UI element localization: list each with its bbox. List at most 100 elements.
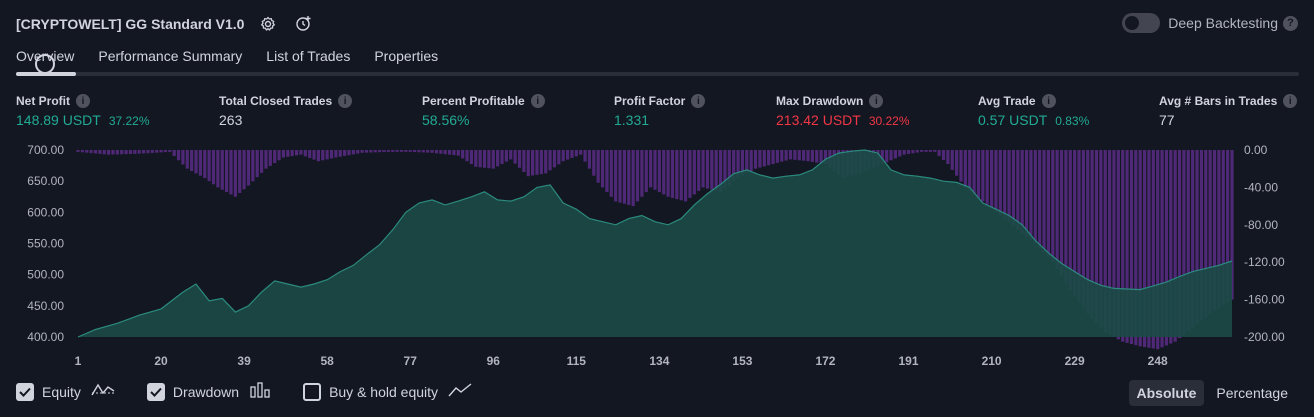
drawdown-bar [920, 150, 924, 152]
drawdown-bar [1007, 150, 1011, 223]
legend-label: Buy & hold equity [329, 383, 439, 400]
stat-profit-factor: Profit Factor i 1.331 [614, 93, 706, 128]
drawdown-bar [976, 150, 981, 198]
drawdown-bar [614, 150, 618, 202]
x-axis-tick: 248 [1148, 354, 1168, 368]
add-alert-icon[interactable] [294, 14, 314, 34]
drawdown-bar [653, 150, 657, 190]
equity-drawdown-chart[interactable]: 700.00 650.00 600.00 550.00 500.00 450.00 400.… [0, 140, 1314, 372]
right-axis-tick: -80.00 [1244, 218, 1278, 232]
drawdown-bar [1077, 150, 1081, 302]
legend-drawdown[interactable]: Drawdown [146, 382, 271, 401]
drawdown-bar [159, 150, 163, 153]
deep-backtesting-toggle[interactable] [1122, 13, 1161, 33]
equity-area [78, 150, 1232, 337]
drawdown-bar [1121, 150, 1125, 342]
drawdown-bar [1147, 150, 1151, 348]
drawdown-bar [941, 150, 946, 160]
buy-hold-checkbox[interactable] [303, 382, 322, 401]
drawdown-bar [141, 150, 146, 154]
drawdown-bar [955, 150, 959, 176]
drawdown-bar [176, 150, 181, 161]
drawdown-bar [1033, 150, 1037, 244]
drawdown-bar [1003, 150, 1007, 219]
tab-properties[interactable]: Properties [374, 48, 439, 64]
drawdown-bar [456, 150, 460, 156]
drawdown-bar [959, 150, 963, 182]
absolute-button[interactable]: Absolute [1128, 380, 1205, 406]
drawdown-bar [443, 150, 447, 155]
drawdown-bar [447, 150, 452, 155]
help-icon[interactable]: ? [1283, 15, 1298, 31]
drawdown-bar [600, 150, 605, 188]
drawdown-bar [627, 150, 631, 205]
drawdown-bar [570, 150, 574, 158]
drawdown-bar [1042, 150, 1046, 253]
drawdown-bar [762, 150, 766, 167]
drawdown-bar [1029, 150, 1033, 240]
drawdown-bar [155, 150, 159, 153]
drawdown-bar [1151, 150, 1155, 349]
right-axis-tick: -160.00 [1244, 293, 1285, 307]
info-icon[interactable]: i [530, 94, 545, 108]
drawdown-bar [1160, 150, 1164, 348]
mouse-cursor-ring [35, 54, 55, 74]
drawdown-checkbox[interactable] [146, 382, 165, 401]
drawdown-bar [399, 150, 404, 152]
drawdown-bar [565, 150, 570, 160]
drawdown-bar [207, 150, 211, 182]
drawdown-bar [1020, 150, 1024, 233]
drawdown-bar [238, 150, 242, 194]
drawdown-bar [190, 150, 194, 172]
equity-checkbox[interactable] [16, 382, 34, 401]
percentage-button[interactable]: Percentage [1216, 385, 1288, 401]
tab-list-of-trades[interactable]: List of Trades [266, 48, 351, 64]
tab-performance-summary[interactable]: Performance Summary [98, 48, 243, 64]
legend-label: Drawdown [172, 383, 240, 400]
drawdown-bar [1081, 150, 1085, 308]
drawdown-bar [718, 150, 723, 193]
info-icon[interactable]: i [76, 94, 90, 108]
drawdown-bar [1064, 150, 1068, 284]
info-icon[interactable]: i [1041, 94, 1056, 108]
drawdown-bar [810, 150, 814, 162]
legend-equity[interactable]: Equity [16, 382, 115, 401]
drawdown-bar [426, 150, 430, 153]
drawdown-bar [487, 150, 491, 169]
stat-label: Avg # Bars in Trades [1159, 94, 1278, 108]
drawdown-bar [635, 150, 640, 202]
drawdown-bar [321, 150, 325, 161]
legend-label: Equity [42, 383, 81, 400]
drawdown-bar [1073, 150, 1077, 297]
stat-percent: 30.22% [868, 114, 910, 128]
drawdown-bar [439, 150, 443, 154]
right-axis-tick: -200.00 [1244, 330, 1285, 344]
settings-icon[interactable] [258, 14, 278, 34]
drawdown-bar [482, 150, 487, 168]
info-icon[interactable]: i [338, 94, 353, 108]
x-axis-tick: 134 [649, 354, 669, 368]
info-icon[interactable]: i [1283, 94, 1298, 108]
stat-avg-trade: Avg Trade i 0.57 USDT 0.83% [978, 93, 1089, 128]
info-icon[interactable]: i [869, 94, 884, 108]
drawdown-bar [972, 150, 976, 195]
drawdown-bar [823, 150, 828, 165]
drawdown-bar [1055, 150, 1059, 270]
drawdown-bar [316, 150, 321, 162]
info-icon[interactable]: i [691, 94, 706, 108]
drawdown-bar [710, 150, 714, 190]
drawdown-bar [561, 150, 565, 162]
stat-percent-profitable: Percent Profitable i 58.56% [422, 93, 545, 128]
left-axis-tick: 400.00 [27, 330, 64, 344]
stat-value: 77 [1159, 112, 1175, 128]
drawdown-bar [351, 150, 355, 155]
drawdown-bar [657, 150, 661, 193]
strategy-header: [CRYPTOWELT] GG Standard V1.0 [16, 13, 314, 35]
drawdown-bar [596, 150, 600, 183]
stat-avg-bars: Avg # Bars in Trades i 77 [1159, 93, 1298, 128]
legend-buy-hold[interactable]: Buy & hold equity [303, 382, 472, 401]
drawdown-bar [242, 150, 246, 190]
drawdown-bar [338, 150, 342, 157]
drawdown-bar [727, 150, 731, 186]
drawdown-bar [902, 150, 906, 155]
